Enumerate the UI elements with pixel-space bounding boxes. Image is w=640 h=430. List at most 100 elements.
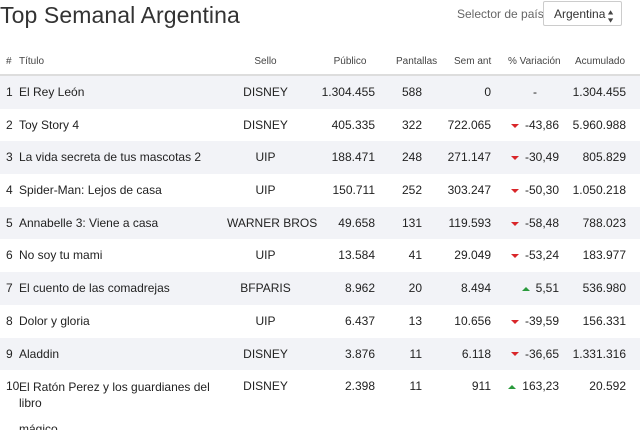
variacion-cell-text: -50,30	[524, 183, 559, 198]
publico-cell: 2.398	[304, 370, 375, 402]
rank-cell-text: 1	[6, 85, 13, 99]
variacion-cell-text: -43,86	[524, 117, 559, 132]
trend-down-icon	[510, 123, 519, 128]
pantallas-cell: 252	[380, 174, 422, 206]
title-cell-text: Toy Story 4	[19, 117, 80, 132]
publico-cell: 1.304.455	[304, 76, 375, 108]
trend-down-icon	[510, 188, 519, 193]
variacion-cell: 5,51	[503, 272, 559, 304]
acumulado-cell: 1.304.455	[558, 76, 626, 108]
publico-cell-text: 6.437	[344, 313, 375, 328]
rank-cell: 7	[6, 272, 18, 304]
table-row[interactable]: 8 Dolor y gloria UIP 6.437 13 10.656 -39,59 156…	[0, 305, 640, 338]
publico-cell: 49.658	[304, 207, 375, 239]
pantallas-cell-text: 131	[401, 215, 422, 230]
acumulado-cell: 805.829	[558, 141, 626, 173]
page-header: Top Semanal Argentina Selector de país A…	[0, 0, 640, 40]
pantallas-cell: 13	[380, 305, 422, 337]
sello-cell: DISNEY	[227, 338, 304, 370]
pantallas-cell-text: 41	[408, 248, 422, 263]
table-row[interactable]: 7 El cuento de las comadrejas BFPARIS 8.962…	[0, 272, 640, 305]
rank-cell-text: 6	[6, 248, 13, 263]
acumulado-cell-text: 156.331	[582, 313, 626, 328]
title-cell[interactable]: Spider-Man: Lejos de casa	[19, 174, 162, 206]
publico-cell: 6.437	[304, 305, 375, 337]
rank-cell-text: 4	[6, 183, 13, 198]
rank-cell: 2	[6, 109, 18, 141]
rank-cell-text: 10	[6, 379, 20, 394]
title-cell[interactable]: El Rey León	[19, 76, 84, 108]
table-row[interactable]: 2 Toy Story 4 DISNEY 405.335 322 722.065 -43,8…	[0, 109, 640, 142]
col-header-sem-ant[interactable]: Sem ant	[454, 56, 492, 67]
table-row[interactable]: 6 No soy tu mami UIP 13.584 41 29.049 -53,24 18…	[0, 239, 640, 272]
title-cell[interactable]: No soy tu mami	[19, 239, 102, 271]
publico-cell-text: 3.876	[344, 346, 375, 361]
table-row[interactable]: 5 Annabelle 3: Viene a casa WARNER BROS 49.…	[0, 206, 640, 240]
country-selector[interactable]: Argentina ▲ ▼	[543, 1, 622, 26]
variacion-cell: -50,30	[503, 174, 559, 206]
sello-cell: WARNER BROS	[227, 207, 317, 239]
title-cell[interactable]: Dolor y gloria	[19, 305, 90, 337]
rank-cell-text: 9	[6, 346, 13, 361]
col-header-num[interactable]: #	[6, 56, 12, 67]
variacion-cell: -39,59	[503, 305, 559, 337]
table-row[interactable]: 10 El Ratón Perez y los guardianes del li…	[0, 370, 640, 430]
trend-down-icon	[510, 254, 519, 259]
pantallas-cell-text: 588	[401, 85, 422, 99]
sello-cell: DISNEY	[227, 76, 304, 108]
pantallas-cell: 131	[380, 207, 422, 239]
table-row[interactable]: 3 La vida secreta de tus mascotas 2 UIP 188…	[0, 141, 640, 175]
variacion-cell: -58,48	[503, 207, 559, 239]
sem-ant-cell: 271.147	[445, 141, 491, 173]
title-cell[interactable]: Toy Story 4	[19, 109, 79, 141]
publico-cell-text: 2.398	[344, 379, 375, 394]
sem-ant-cell: 119.593	[445, 207, 492, 239]
col-header-variacion[interactable]: % Variación	[508, 56, 561, 67]
pantallas-cell-text: 20	[408, 281, 422, 296]
rank-cell: 9	[6, 338, 18, 370]
sello-cell-text: WARNER BROS	[227, 215, 318, 230]
rank-cell-text: 7	[6, 281, 13, 296]
sem-ant-cell-text: 6.118	[461, 346, 491, 361]
title-cell[interactable]: La vida secreta de tus mascotas 2	[19, 141, 201, 173]
col-header-acumulado[interactable]: Acumulado	[575, 56, 626, 67]
rank-cell: 5	[6, 207, 18, 239]
rank-cell: 6	[6, 239, 18, 271]
sem-ant-cell-text: 29.049	[454, 248, 491, 263]
trend-down-icon	[510, 221, 519, 226]
col-header-pantallas[interactable]: Pantallas	[396, 56, 438, 67]
variacion-cell-text: -30,49	[524, 150, 559, 165]
pantallas-cell-text: 252	[401, 183, 422, 198]
sem-ant-cell-text: 8.494	[460, 281, 491, 296]
title-cell[interactable]: Aladdin	[19, 338, 59, 370]
title-cell-text: Annabelle 3: Viene a casa	[19, 215, 159, 230]
country-selector-value: Argentina	[554, 7, 606, 21]
sem-ant-cell: 10.656	[445, 305, 491, 337]
table-row[interactable]: 4 Spider-Man: Lejos de casa UIP 150.711 252 3…	[0, 174, 640, 207]
publico-cell-text: 188.471	[331, 150, 375, 165]
sello-cell-text: UIP	[255, 248, 276, 263]
table-row[interactable]: 9 Aladdin DISNEY 3.876 11 6.118 -36,65 1.331.31…	[0, 337, 640, 371]
sem-ant-cell: 303.247	[445, 174, 491, 206]
pantallas-cell-text: 322	[401, 117, 422, 132]
title-cell[interactable]: Annabelle 3: Viene a casa	[19, 207, 158, 239]
title-cell[interactable]: El cuento de las comadrejas	[19, 272, 170, 304]
title-cell-text: Aladdin	[19, 346, 60, 361]
acumulado-cell-text: 20.592	[589, 379, 626, 394]
table-row[interactable]: 1 El Rey León DISNEY 1.304.455 588 0 - 1.304.45…	[0, 76, 640, 109]
table-header: # Título Sello Público Pantallas Sem ant…	[0, 49, 640, 76]
pantallas-cell-text: 11	[409, 346, 422, 361]
trend-up-icon	[521, 286, 530, 291]
col-header-sello[interactable]: Sello	[254, 56, 277, 67]
title-cell-line2: mágico	[19, 422, 58, 430]
variacion-cell-text: -53,24	[524, 248, 559, 263]
sem-ant-cell: 0	[445, 76, 491, 108]
col-header-publico[interactable]: Público	[333, 56, 367, 67]
col-header-title[interactable]: Título	[19, 56, 45, 67]
sem-ant-cell-text: 911	[471, 379, 491, 394]
title-cell-text: El Ratón Perez y los guardianes del libr…	[19, 380, 210, 411]
publico-cell: 188.471	[304, 141, 375, 173]
title-cell[interactable]: El Ratón Perez y los guardianes del libr…	[19, 379, 224, 430]
sem-ant-cell: 29.049	[445, 239, 491, 271]
rank-cell-text: 3	[6, 150, 13, 165]
